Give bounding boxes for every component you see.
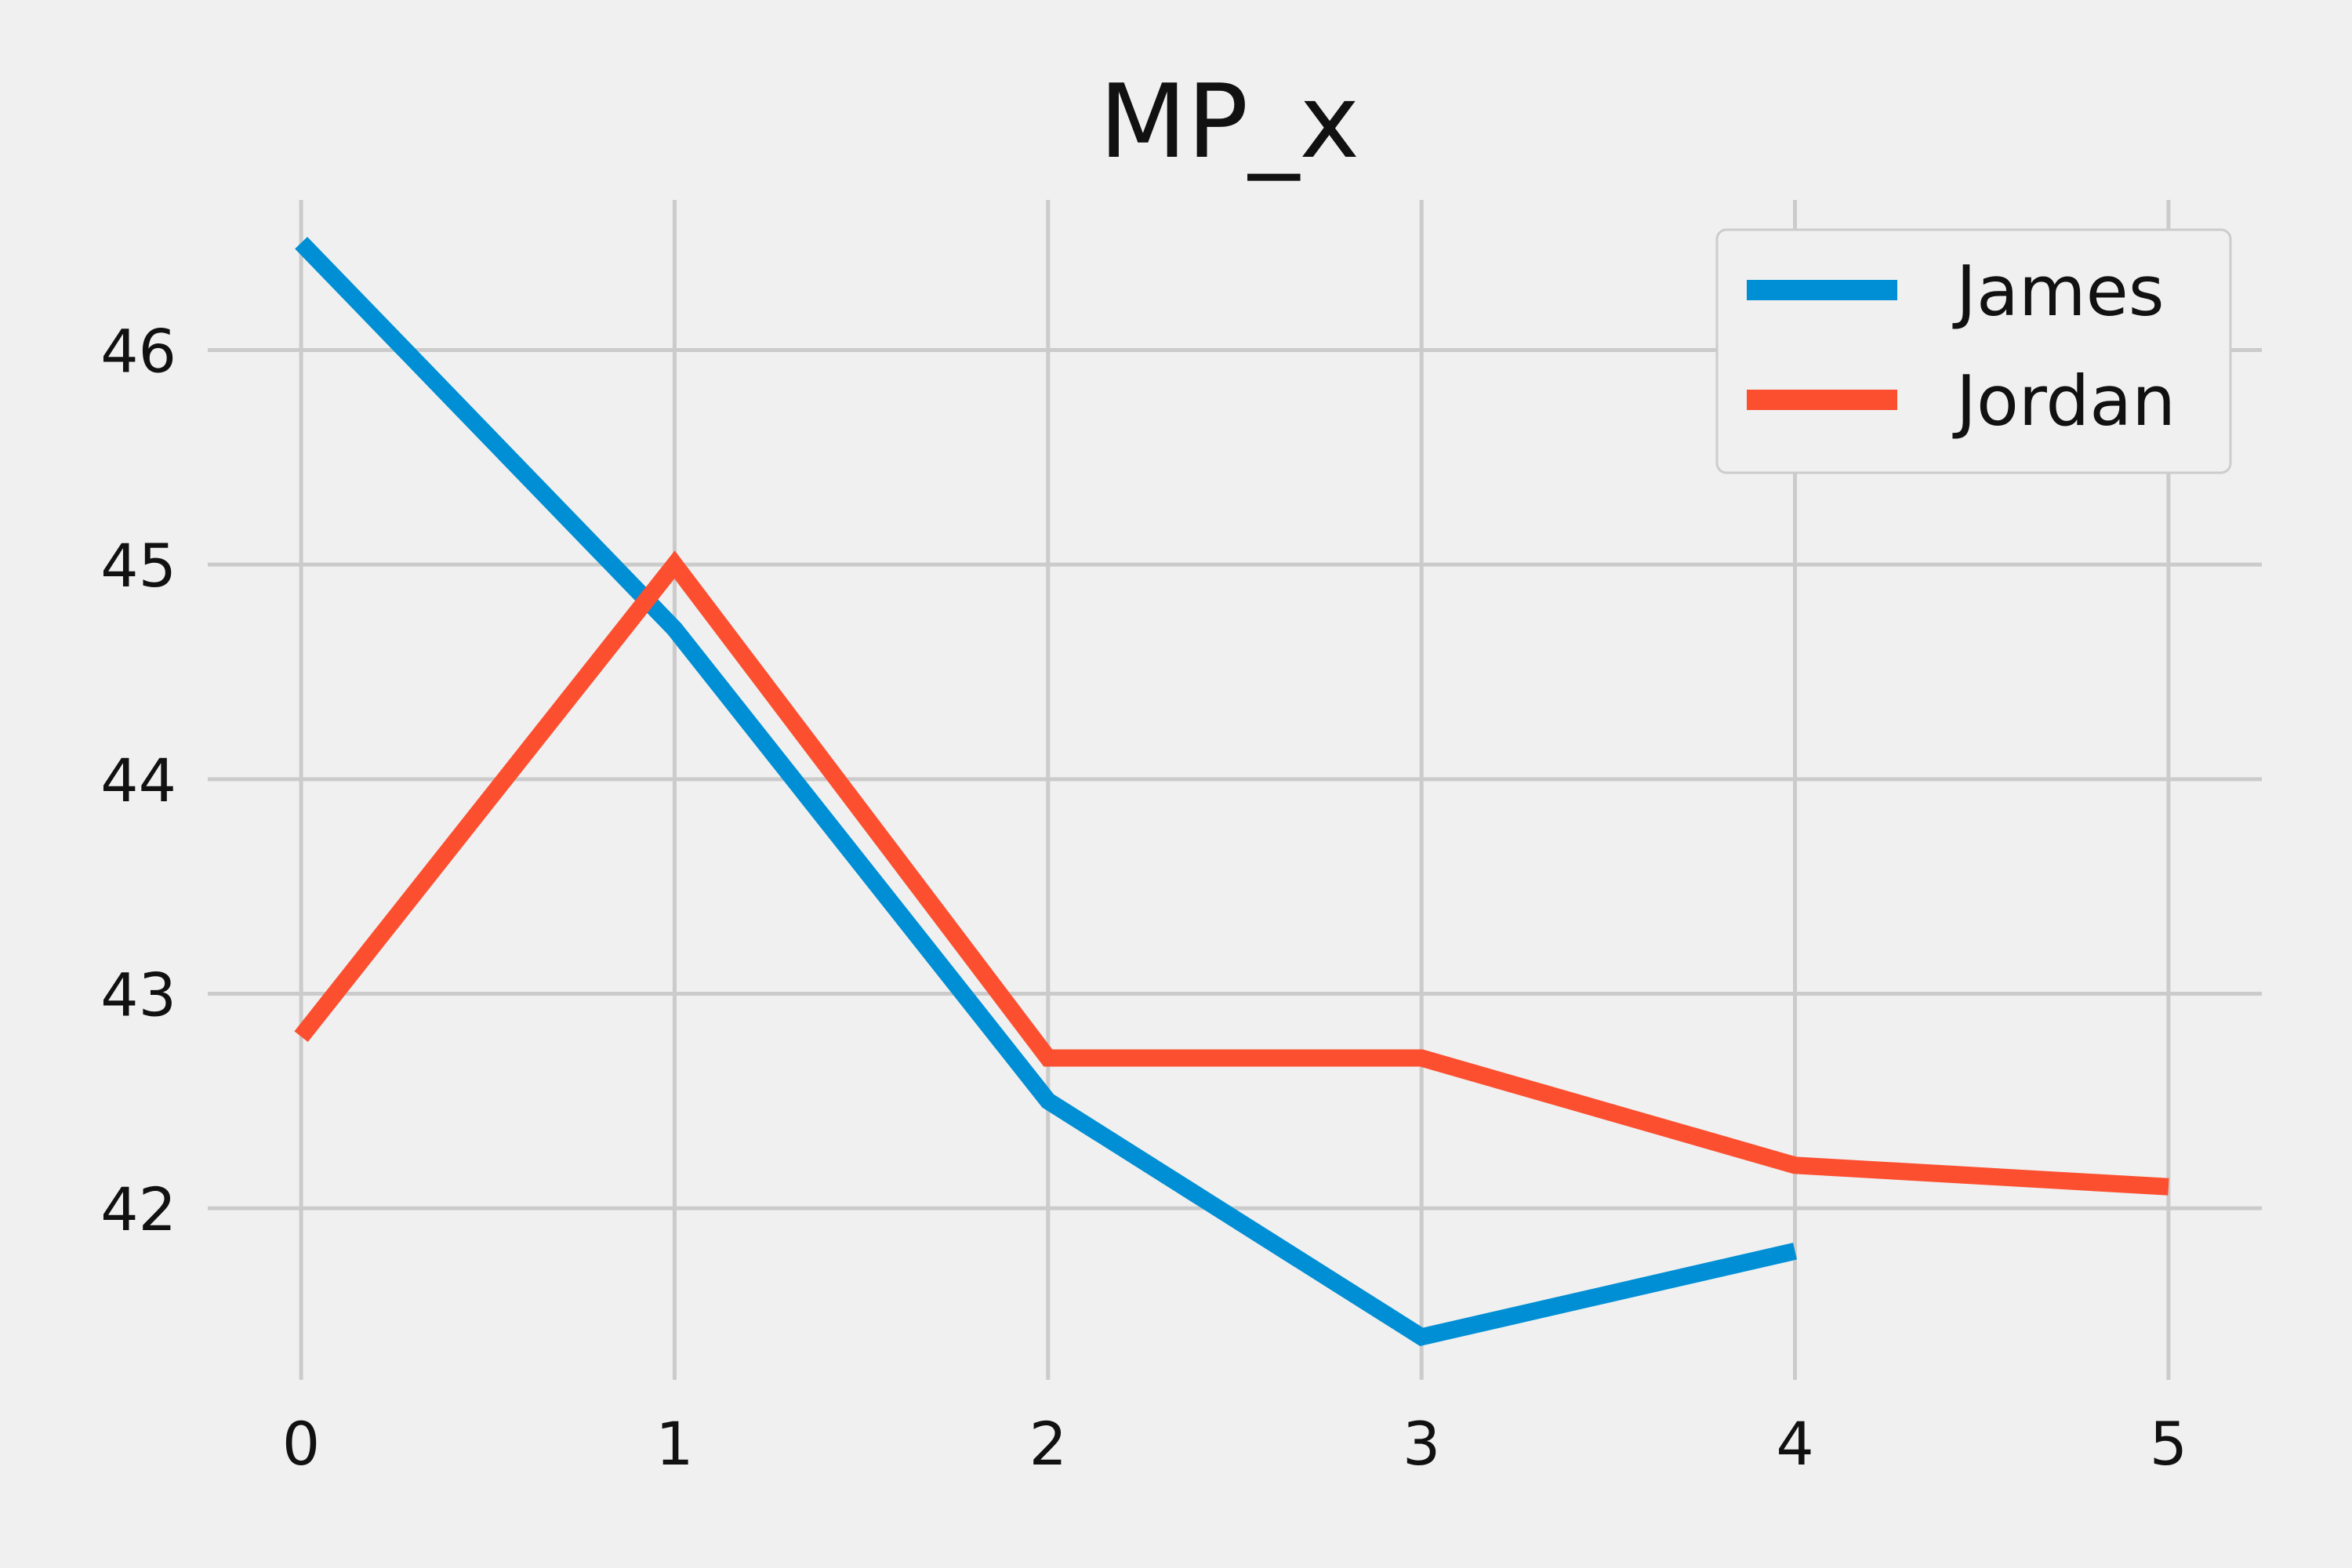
x-tick-label: 0 <box>282 1409 320 1479</box>
x-tick-label: 1 <box>655 1409 693 1479</box>
y-tick-label: 42 <box>100 1174 176 1244</box>
series-line-jordan <box>294 550 2169 1196</box>
y-tick-label: 46 <box>100 317 176 387</box>
legend-label-jordan: Jordan <box>1952 361 2176 441</box>
y-tick-label: 45 <box>100 531 176 601</box>
series-line-james <box>295 237 1798 1347</box>
x-tick-label: 2 <box>1029 1409 1067 1479</box>
legend-label-james: James <box>1952 251 2165 332</box>
series-lines <box>294 237 2169 1347</box>
legend: James Jordan <box>1715 228 2232 474</box>
y-tick-label: 44 <box>100 746 176 815</box>
x-tick-label: 3 <box>1403 1409 1440 1479</box>
x-tick-label: 5 <box>2150 1409 2187 1479</box>
x-tick-label: 4 <box>1776 1409 1813 1479</box>
y-tick-label: 43 <box>100 960 176 1029</box>
chart-title: MP_x <box>1099 62 1360 181</box>
